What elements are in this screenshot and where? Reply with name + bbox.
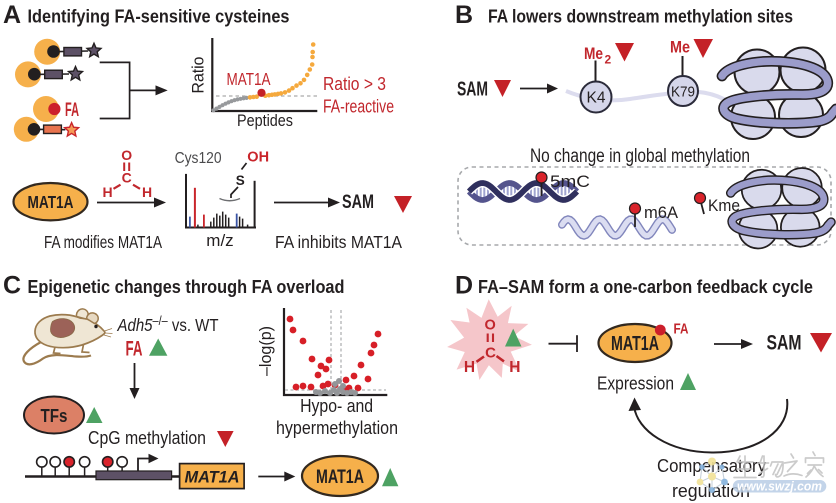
svg-text:FA: FA (65, 100, 79, 121)
svg-text:O: O (121, 147, 132, 163)
svg-text:MAT1A: MAT1A (227, 69, 271, 89)
svg-text:FA–SAM form a one-carbon feedb: FA–SAM form a one-carbon feedback cycle (478, 276, 813, 297)
svg-text:5mC: 5mC (550, 172, 590, 191)
svg-text:TFs: TFs (41, 405, 68, 426)
svg-text:SAM: SAM (767, 332, 802, 355)
svg-text:MAT1A: MAT1A (316, 467, 364, 488)
svg-text:FA lowers downstream methylati: FA lowers downstream methylation sites (488, 6, 793, 27)
svg-text:Cys120: Cys120 (175, 150, 222, 167)
svg-text:Peptides: Peptides (237, 112, 293, 130)
svg-text:H: H (102, 184, 112, 200)
svg-text:Epigenetic changes through FA: Epigenetic changes through FA overload (28, 276, 345, 297)
svg-text:FA: FA (126, 338, 143, 361)
svg-text:Identifying FA-sensitive cyste: Identifying FA-sensitive cysteines (28, 6, 290, 27)
svg-text:No change in global methylatio: No change in global methylation (530, 146, 750, 167)
svg-text:Ratio: Ratio (190, 57, 208, 94)
svg-text:B: B (455, 1, 473, 29)
svg-text:Hypo- and: Hypo- and (300, 395, 373, 416)
svg-text:A: A (3, 1, 21, 29)
svg-text:D: D (455, 272, 473, 300)
svg-text:MAT1A: MAT1A (28, 192, 74, 212)
svg-text:MAT1A: MAT1A (611, 333, 659, 355)
svg-text:SAM: SAM (457, 78, 488, 101)
svg-text:Me: Me (584, 45, 603, 63)
svg-text:2: 2 (605, 53, 612, 67)
svg-text:C: C (3, 272, 21, 300)
svg-text:C: C (122, 170, 132, 186)
svg-text:FA-reactive: FA-reactive (323, 96, 394, 117)
svg-text:MAT1A: MAT1A (185, 467, 240, 486)
svg-text:Kme: Kme (708, 196, 740, 215)
svg-text:m6A: m6A (644, 203, 679, 222)
svg-text:S: S (236, 173, 245, 188)
svg-text:Expression: Expression (597, 373, 674, 394)
svg-text:Me: Me (670, 39, 690, 57)
svg-text:K79: K79 (671, 85, 695, 101)
svg-text:K4: K4 (587, 90, 606, 107)
svg-text:FA inhibits MAT1A: FA inhibits MAT1A (275, 232, 402, 252)
svg-text:hypermethylation: hypermethylation (276, 417, 398, 438)
svg-text:Ratio > 3: Ratio > 3 (323, 73, 386, 94)
svg-text:CpG methylation: CpG methylation (88, 427, 206, 448)
svg-text:OH: OH (247, 150, 269, 166)
svg-text:SAM: SAM (342, 192, 374, 213)
svg-text:–log(p): –log(p) (256, 326, 275, 376)
svg-text:m/z: m/z (206, 231, 233, 250)
svg-text:FA: FA (674, 321, 689, 338)
svg-text:H: H (142, 184, 152, 200)
svg-text:FA modifies MAT1A: FA modifies MAT1A (44, 232, 162, 252)
svg-text:Adh5–/– vs. WT: Adh5–/– vs. WT (117, 313, 219, 335)
svg-text:H: H (464, 359, 475, 376)
svg-text:O: O (485, 318, 496, 334)
svg-text:www.swzj.com: www.swzj.com (737, 480, 822, 494)
svg-text:C: C (485, 345, 496, 362)
svg-text:H: H (509, 359, 520, 376)
